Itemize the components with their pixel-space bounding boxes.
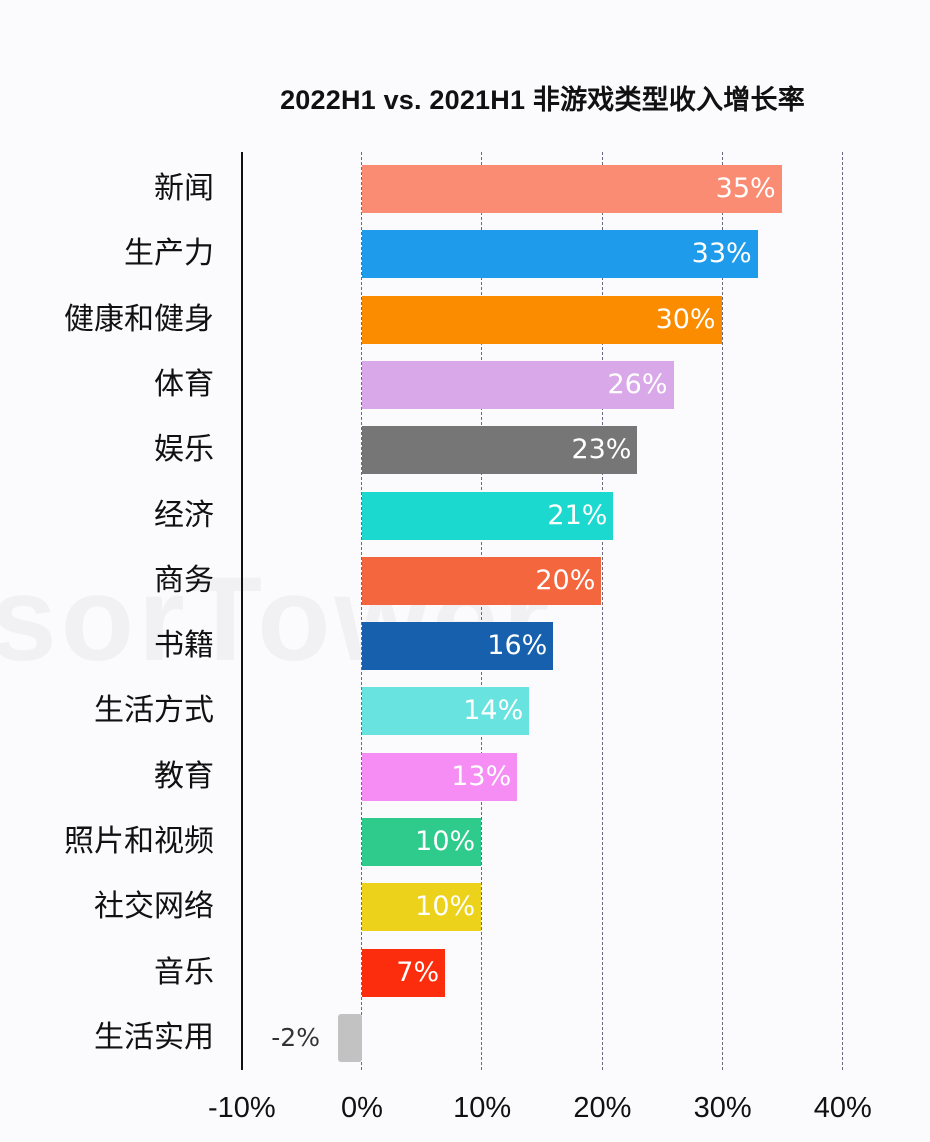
category-label: 新闻 — [154, 171, 214, 206]
bar-value-label: 26% — [607, 368, 668, 400]
category-label: 音乐 — [154, 954, 214, 990]
x-tick-label: 20% — [573, 1092, 632, 1124]
category-label: 健康和健身 — [64, 301, 214, 337]
bar: 35% — [362, 165, 782, 213]
category-label: 生活实用 — [94, 1019, 214, 1055]
x-tick-label: 40% — [813, 1092, 872, 1124]
category-label: 商务 — [154, 562, 214, 598]
bar-value-label: 35% — [715, 173, 776, 204]
bar-value-label: 10% — [415, 891, 476, 923]
bar-value-label: 21% — [547, 499, 608, 531]
x-tick-label: -10% — [207, 1092, 276, 1124]
category-label: 照片和视频 — [64, 824, 214, 859]
category-label: 娱乐 — [154, 432, 214, 468]
bar-value-label: -2% — [271, 1022, 320, 1052]
bar-value-label: 33% — [691, 238, 752, 270]
bar-value-label: 10% — [415, 826, 476, 857]
x-tick-label: 10% — [453, 1092, 512, 1124]
bar: 26% — [362, 360, 674, 409]
bar: 16% — [362, 622, 554, 671]
bar: 33% — [362, 230, 758, 279]
gridline — [601, 152, 603, 1070]
category-label: 经济 — [154, 497, 214, 533]
chart-title: 2022H1 vs. 2021H1 非游戏类型收入增长率 — [280, 85, 805, 115]
bar: 7% — [362, 948, 446, 997]
x-tick-label: 0% — [341, 1092, 383, 1124]
bar: 30% — [362, 295, 722, 344]
bar-value-label: 13% — [451, 760, 512, 792]
category-label: 生活方式 — [94, 693, 214, 729]
category-label: 体育 — [154, 366, 214, 402]
bar-value-label: 14% — [463, 695, 524, 727]
category-label: 生产力 — [124, 236, 214, 272]
bar: 14% — [362, 687, 530, 736]
bar: 23% — [362, 426, 638, 475]
y-axis-line — [241, 152, 243, 1070]
bar-value-label: 23% — [571, 434, 632, 466]
bar: 21% — [362, 491, 614, 540]
gridline — [361, 152, 363, 1070]
bar-value-label: 20% — [535, 564, 596, 596]
bar-value-label: 30% — [655, 303, 716, 335]
bar: 20% — [362, 556, 602, 605]
gridline — [721, 152, 723, 1070]
category-label: 社交网络 — [94, 889, 214, 925]
bar: 10% — [362, 818, 482, 866]
bar-value-label: 7% — [396, 956, 440, 988]
bar — [337, 1013, 362, 1062]
x-tick-label: 30% — [693, 1092, 752, 1124]
gridline — [842, 152, 844, 1070]
category-label: 教育 — [154, 758, 214, 794]
gridline — [481, 152, 483, 1070]
bar-value-label: 16% — [487, 630, 548, 662]
bar: 13% — [362, 752, 518, 801]
category-label: 书籍 — [154, 628, 214, 664]
bar: 10% — [362, 883, 482, 932]
